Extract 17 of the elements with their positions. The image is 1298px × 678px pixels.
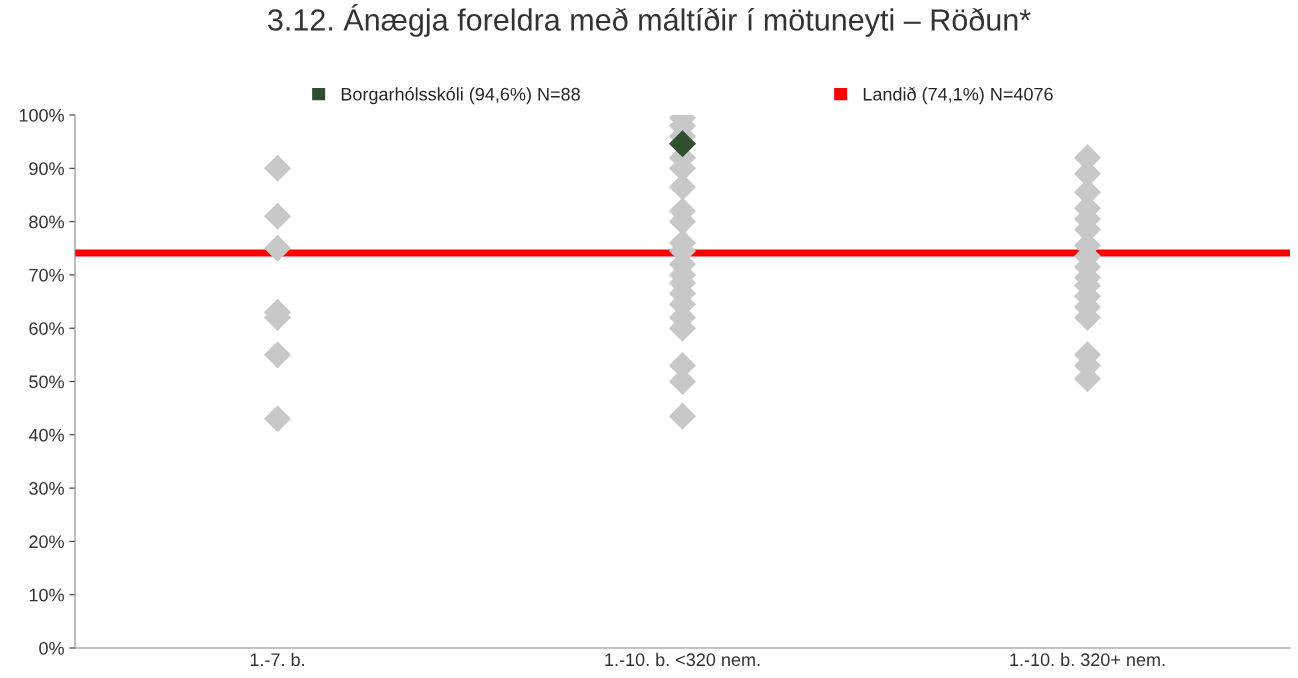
x-tick-label: 1.-10. b. 320+ nem. [1010, 652, 1165, 667]
legend-label: Landið (74,1%) N=4076 [863, 87, 1053, 105]
legend-label: Borgarhólsskóli (94,6%) N=88 [341, 87, 580, 105]
y-tick-label: 20% [29, 535, 64, 549]
y-tick-label: 10% [29, 588, 64, 602]
y-tick-label: 60% [29, 322, 64, 335]
y-tick-label: 0% [39, 641, 64, 655]
x-tick-label: 1.-7. b. [250, 652, 304, 667]
y-tick-label: 70% [29, 268, 64, 282]
y-tick-label: 50% [29, 375, 64, 389]
x-tick-label: 1.-10. b. <320 nem. [605, 652, 760, 667]
y-tick-label: 90% [29, 162, 64, 176]
y-tick-label: 80% [29, 215, 64, 229]
y-tick-label: 30% [29, 482, 64, 495]
y-tick-label: 40% [28, 428, 64, 442]
y-tick-label: 100% [19, 108, 64, 122]
chart-title: 3.12. Ánægja foreldra með máltíðir í mötuneyti – Röðun* [268, 4, 1031, 37]
